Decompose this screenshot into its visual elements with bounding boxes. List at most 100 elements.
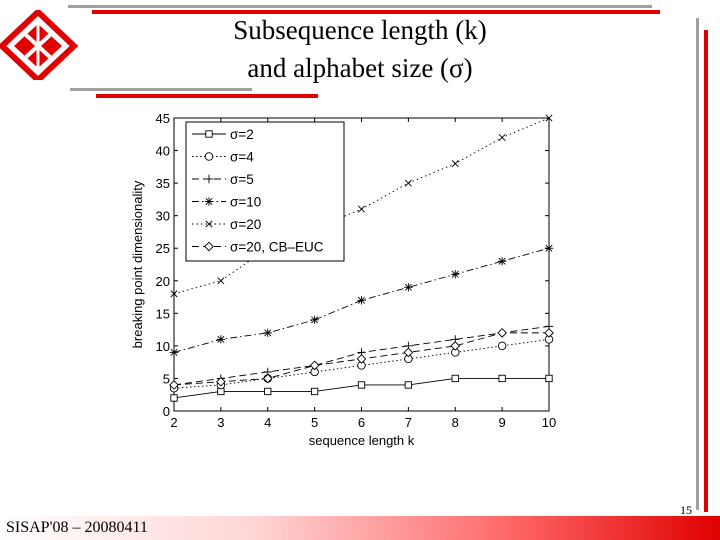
data-point bbox=[310, 387, 319, 396]
data-point bbox=[451, 160, 459, 168]
data-point bbox=[498, 374, 506, 383]
y-tick-label: 0 bbox=[163, 404, 170, 419]
marker-shape bbox=[217, 387, 225, 396]
data-point bbox=[356, 354, 367, 364]
y-tick-label: 35 bbox=[156, 176, 170, 191]
data-point bbox=[169, 348, 179, 357]
data-point bbox=[262, 373, 273, 384]
data-point bbox=[498, 134, 506, 142]
legend: σ=2 σ=4 σ=5 σ=10 σ=20 σ=20, CB–EUC bbox=[185, 121, 345, 262]
data-point bbox=[357, 381, 366, 389]
y-tick-label: 15 bbox=[156, 306, 170, 321]
x-axis-label: sequence length k bbox=[309, 433, 415, 448]
data-point bbox=[404, 381, 413, 389]
marker-shape bbox=[170, 290, 178, 298]
marker-shape bbox=[205, 220, 213, 228]
y-tick-label: 10 bbox=[156, 339, 170, 354]
right-rule-red bbox=[704, 30, 708, 512]
y-tick-label: 25 bbox=[156, 241, 170, 256]
legend-label: σ=4 bbox=[230, 150, 254, 165]
data-point bbox=[310, 315, 319, 325]
series-4 bbox=[169, 244, 554, 357]
x-tick-label: 2 bbox=[170, 415, 177, 430]
data-point bbox=[216, 376, 226, 387]
data-point bbox=[170, 394, 178, 402]
marker-shape bbox=[205, 130, 213, 138]
slide-title-line-2: and alphabet size (σ) bbox=[247, 53, 473, 83]
data-point bbox=[404, 179, 412, 187]
x-tick-label: 6 bbox=[358, 415, 365, 430]
data-point bbox=[357, 205, 366, 213]
legend-marker bbox=[204, 174, 214, 184]
marker-shape bbox=[204, 241, 214, 252]
slide-title-line-1: Subsequence length (k) bbox=[233, 15, 487, 45]
data-point bbox=[497, 328, 507, 338]
data-point bbox=[451, 374, 459, 383]
marker-shape bbox=[497, 328, 507, 338]
x-tick-label: 9 bbox=[499, 415, 506, 430]
marker-shape bbox=[264, 387, 272, 396]
marker-shape bbox=[545, 114, 553, 122]
legend-marker bbox=[204, 152, 214, 161]
legend-marker bbox=[205, 130, 213, 138]
marker-shape bbox=[451, 160, 459, 168]
data-point bbox=[544, 328, 554, 338]
footer-bar bbox=[0, 516, 720, 540]
marker-shape bbox=[262, 373, 273, 384]
page-number: 15 bbox=[680, 503, 692, 517]
data-point bbox=[497, 341, 507, 351]
data-point bbox=[309, 360, 320, 371]
data-point bbox=[450, 341, 461, 351]
data-point bbox=[357, 296, 366, 305]
x-tick-label: 8 bbox=[452, 415, 459, 430]
data-point bbox=[263, 328, 272, 338]
marker-shape bbox=[204, 152, 214, 161]
data-point bbox=[170, 290, 178, 298]
data-point bbox=[403, 347, 414, 358]
marker-shape bbox=[357, 381, 366, 389]
marker-shape bbox=[357, 205, 366, 213]
data-point bbox=[169, 380, 179, 390]
marker-shape bbox=[451, 374, 459, 383]
x-tick-label: 4 bbox=[264, 415, 271, 430]
data-point bbox=[217, 387, 225, 396]
marker-shape bbox=[497, 341, 507, 351]
marker-shape bbox=[217, 277, 225, 285]
y-tick-label: 20 bbox=[156, 274, 170, 289]
data-point bbox=[217, 277, 225, 285]
marker-shape bbox=[545, 374, 553, 383]
data-point bbox=[451, 270, 460, 279]
y-tick-label: 40 bbox=[156, 144, 170, 159]
marker-shape bbox=[309, 360, 320, 371]
bottom-rule-gray bbox=[70, 88, 252, 91]
y-tick-label: 5 bbox=[163, 371, 170, 386]
series-1 bbox=[170, 374, 553, 402]
data-point bbox=[545, 114, 553, 122]
data-point bbox=[544, 244, 554, 253]
y-tick-label: 30 bbox=[156, 209, 170, 224]
x-tick-label: 7 bbox=[405, 415, 412, 430]
x-tick-label: 3 bbox=[217, 415, 224, 430]
right-rule-gray bbox=[696, 18, 699, 510]
legend-label: σ=2 bbox=[230, 127, 254, 142]
marker-shape bbox=[404, 179, 412, 187]
legend-label: σ=5 bbox=[230, 172, 254, 187]
data-point bbox=[497, 257, 507, 266]
top-rule-gray bbox=[68, 5, 652, 8]
marker-shape bbox=[356, 354, 367, 364]
marker-shape bbox=[498, 374, 506, 383]
diamond-logo-icon bbox=[0, 10, 79, 80]
legend-label: σ=10 bbox=[230, 195, 261, 210]
data-point bbox=[264, 387, 272, 396]
marker-shape bbox=[216, 376, 226, 387]
data-point bbox=[404, 283, 413, 292]
marker-shape bbox=[498, 134, 506, 142]
legend-label: σ=20, CB–EUC bbox=[230, 240, 324, 255]
marker-shape bbox=[170, 394, 178, 402]
marker-shape bbox=[310, 387, 319, 396]
series-6 bbox=[169, 328, 554, 390]
legend-label: σ=20 bbox=[230, 217, 261, 232]
marker-shape bbox=[403, 347, 414, 358]
legend-marker bbox=[204, 197, 214, 206]
